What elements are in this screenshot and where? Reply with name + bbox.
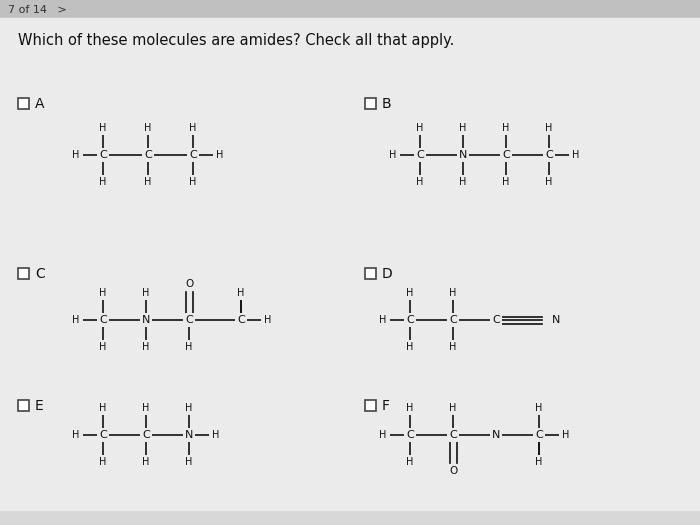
Text: H: H xyxy=(406,457,414,467)
Text: H: H xyxy=(142,342,150,352)
Text: 7 of 14   >: 7 of 14 > xyxy=(8,5,66,15)
Text: H: H xyxy=(144,177,152,187)
Text: H: H xyxy=(545,177,553,187)
Text: C: C xyxy=(449,315,457,325)
Text: H: H xyxy=(562,430,570,440)
Text: C: C xyxy=(416,150,424,160)
Text: H: H xyxy=(99,123,106,133)
Text: H: H xyxy=(379,430,386,440)
Text: H: H xyxy=(99,177,106,187)
Bar xyxy=(365,268,376,279)
Text: H: H xyxy=(536,457,542,467)
Text: H: H xyxy=(389,150,397,160)
Text: H: H xyxy=(449,342,456,352)
Text: H: H xyxy=(189,123,197,133)
Text: C: C xyxy=(189,150,197,160)
Text: N: N xyxy=(552,315,560,325)
Bar xyxy=(365,400,376,411)
Text: H: H xyxy=(265,315,272,325)
Text: H: H xyxy=(416,177,424,187)
Text: H: H xyxy=(503,123,510,133)
Text: H: H xyxy=(189,177,197,187)
Text: B: B xyxy=(382,97,391,111)
Text: H: H xyxy=(142,457,150,467)
Text: H: H xyxy=(416,123,424,133)
Text: H: H xyxy=(449,403,456,413)
Text: H: H xyxy=(406,342,414,352)
Text: H: H xyxy=(144,123,152,133)
Text: C: C xyxy=(144,150,152,160)
Text: H: H xyxy=(99,403,106,413)
Text: H: H xyxy=(142,403,150,413)
Text: H: H xyxy=(573,150,580,160)
Text: H: H xyxy=(212,430,220,440)
Text: C: C xyxy=(535,430,543,440)
Text: D: D xyxy=(382,267,393,281)
Text: H: H xyxy=(379,315,386,325)
Text: C: C xyxy=(406,430,414,440)
Text: Which of these molecules are amides? Check all that apply.: Which of these molecules are amides? Che… xyxy=(18,33,454,47)
Text: N: N xyxy=(458,150,467,160)
Text: C: C xyxy=(502,150,510,160)
Text: H: H xyxy=(406,403,414,413)
Text: C: C xyxy=(406,315,414,325)
Text: H: H xyxy=(545,123,553,133)
Text: H: H xyxy=(99,288,106,298)
Text: O: O xyxy=(185,279,193,289)
Text: H: H xyxy=(237,288,245,298)
Bar xyxy=(18,98,29,109)
Text: H: H xyxy=(216,150,224,160)
Text: N: N xyxy=(185,430,193,440)
Text: N: N xyxy=(142,315,150,325)
Text: O: O xyxy=(449,466,457,476)
Text: H: H xyxy=(72,315,80,325)
Bar xyxy=(18,268,29,279)
Text: C: C xyxy=(545,150,553,160)
Text: C: C xyxy=(99,430,107,440)
Text: H: H xyxy=(186,342,192,352)
Text: H: H xyxy=(72,430,80,440)
Text: H: H xyxy=(99,457,106,467)
Text: F: F xyxy=(382,399,390,413)
Text: C: C xyxy=(449,430,457,440)
Text: H: H xyxy=(406,288,414,298)
Bar xyxy=(18,400,29,411)
Text: H: H xyxy=(186,457,192,467)
Text: C: C xyxy=(492,315,500,325)
Text: H: H xyxy=(459,123,467,133)
Text: C: C xyxy=(99,150,107,160)
Text: H: H xyxy=(449,288,456,298)
Text: H: H xyxy=(536,457,542,467)
Text: A: A xyxy=(35,97,45,111)
Text: H: H xyxy=(503,177,510,187)
Text: H: H xyxy=(99,342,106,352)
Bar xyxy=(365,98,376,109)
Text: H: H xyxy=(237,288,245,298)
Text: C: C xyxy=(237,315,245,325)
Text: H: H xyxy=(536,403,542,413)
Text: H: H xyxy=(142,288,150,298)
Text: H: H xyxy=(72,150,80,160)
Text: H: H xyxy=(186,403,192,413)
Text: N: N xyxy=(492,430,500,440)
Text: C: C xyxy=(185,315,193,325)
Text: H: H xyxy=(459,177,467,187)
Text: E: E xyxy=(35,399,43,413)
Text: C: C xyxy=(99,315,107,325)
Text: C: C xyxy=(142,430,150,440)
Text: C: C xyxy=(35,267,45,281)
